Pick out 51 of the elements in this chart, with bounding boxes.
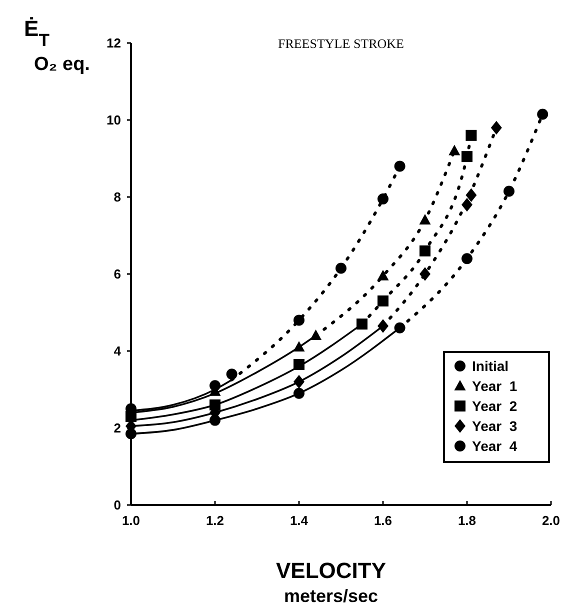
point [378,319,388,333]
point [420,267,430,281]
y-tick-label: 8 [114,190,121,204]
point [420,245,430,256]
y-tick-label: 12 [106,36,121,50]
y-tick-label: 2 [114,420,121,436]
y-axis-title: Ė$_{T}$ O₂ eq. [24,16,90,75]
legend-label: Year 1 [472,378,518,394]
point [126,410,136,422]
point [537,108,548,120]
point [394,322,406,334]
point [462,151,472,162]
y-tick-label: 4 [114,344,122,358]
y-tick-label: 0 [114,498,121,512]
point [490,120,502,135]
point [294,374,304,389]
point [419,214,431,224]
point [294,358,304,370]
x-axis-title: VELOCITY meters/sec [276,558,386,606]
point [462,253,472,264]
point [310,330,322,340]
point [210,414,220,426]
y-tick-label: 6 [114,266,121,282]
point [378,193,388,204]
y-tick-label: 10 [106,112,121,128]
point [226,368,238,380]
point [377,270,389,280]
x-tick-label: 1.8 [458,513,476,528]
chart-title: FREESTYLE STROKE [278,36,404,51]
point [462,198,472,212]
point [294,314,304,326]
point [394,160,406,172]
x-tick-label: 1.2 [206,513,224,528]
x-tick-label: 1.4 [290,513,309,528]
legend-label: Year 4 [472,438,518,454]
point [504,186,514,197]
legend-label: Year 3 [472,418,518,434]
point [466,130,477,141]
point [466,188,477,202]
point [294,388,304,399]
point [126,428,136,440]
point [336,262,346,274]
point [356,318,368,330]
legend-label: Initial [472,358,509,374]
x-tick-label: 1.0 [122,513,140,528]
point [448,144,460,156]
legend-label: Year 2 [472,398,518,414]
x-tick-label: 1.6 [374,513,392,528]
point [378,295,388,306]
x-tick-label: 2.0 [542,513,560,528]
point [293,341,305,352]
